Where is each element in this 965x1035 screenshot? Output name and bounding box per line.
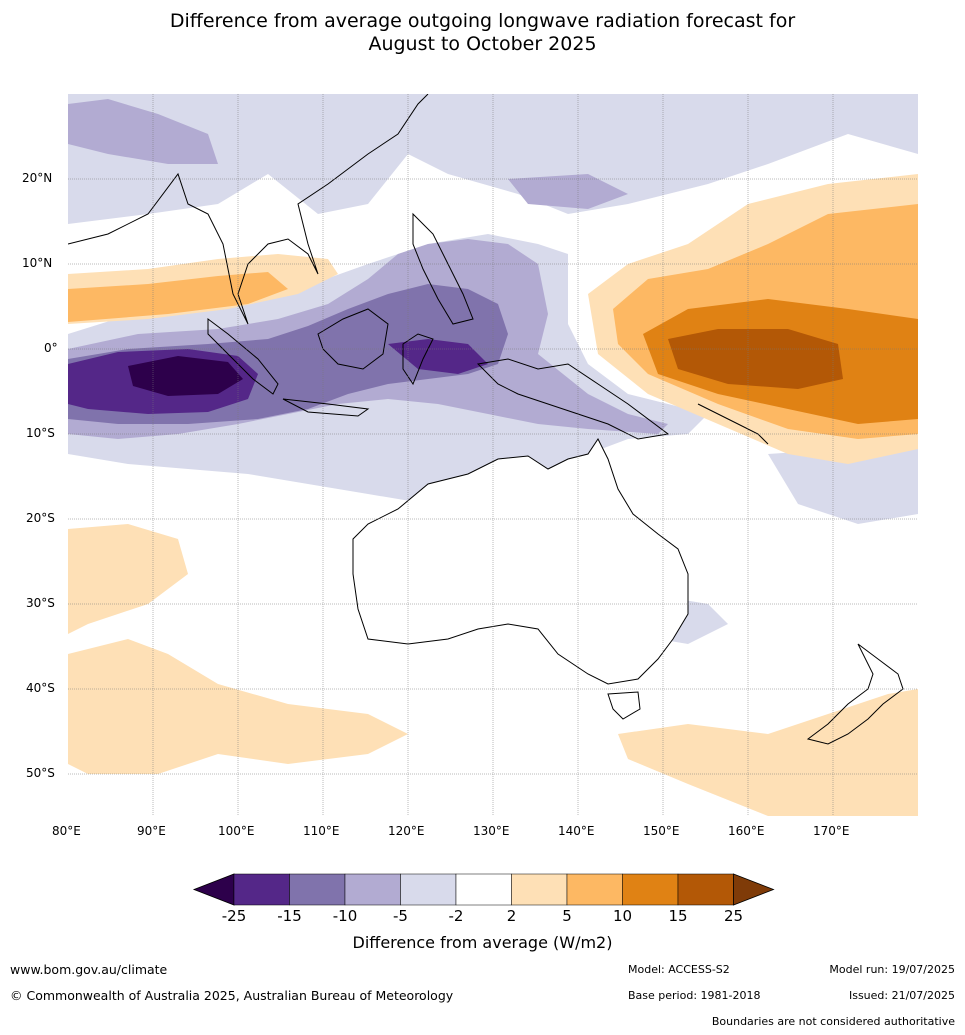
- colorbar-swatch: [400, 873, 457, 906]
- lon-label-90e: 90°E: [137, 824, 166, 838]
- lon-label-100e: 100°E: [218, 824, 255, 838]
- contour-medium-lilac-north: [68, 99, 218, 164]
- lat-label-20n: 20°N: [22, 171, 53, 185]
- colorbar-swatch: [233, 873, 290, 906]
- sulawesi-coastline: [402, 333, 434, 386]
- colorbar-tick-label: 10: [612, 907, 633, 925]
- colorbar-swatch: [566, 873, 623, 906]
- contour-medium-lilac-pacific: [508, 174, 628, 209]
- lon-label-80e: 80°E: [52, 824, 81, 838]
- colorbar: [192, 873, 775, 906]
- contour-deep-purple-indonesia: [388, 339, 488, 374]
- colorbar-tick-label: 15: [668, 907, 688, 925]
- colorbar-tick-label: -2: [448, 907, 464, 925]
- olr-anomaly-map: [68, 94, 918, 816]
- footer-model: Model: ACCESS-S2: [628, 963, 730, 976]
- lon-label-130e: 130°E: [473, 824, 510, 838]
- colorbar-swatch: [344, 873, 401, 906]
- chart-title: Difference from average outgoing longwav…: [0, 10, 965, 56]
- new-zealand-coastline: [806, 643, 904, 745]
- colorbar-swatches: [192, 873, 775, 906]
- lon-label-150e: 150°E: [643, 824, 680, 838]
- colorbar-tick-label: 5: [562, 907, 572, 925]
- colorbar-extend-high: [733, 873, 775, 906]
- asia-coastline: [68, 94, 429, 325]
- footer-copyright: © Commonwealth of Australia 2025, Austra…: [10, 988, 454, 1003]
- footer-model-run: Model run: 19/07/2025: [829, 963, 955, 976]
- lat-label-0: 0°: [44, 341, 58, 355]
- title-line-2: August to October 2025: [368, 33, 597, 55]
- colorbar-swatch: [622, 873, 679, 906]
- colorbar-swatch: [455, 873, 512, 906]
- colorbar-tick-label: 25: [723, 907, 744, 925]
- lat-label-10s: 10°S: [26, 426, 55, 440]
- contour-light-lilac-coral: [768, 444, 918, 524]
- colorbar-tick-label: 2: [506, 907, 517, 925]
- footer-website: www.bom.gov.au/climate: [10, 962, 168, 977]
- footer-issued: Issued: 21/07/2025: [848, 989, 955, 1002]
- colorbar-swatch: [289, 873, 346, 906]
- colorbar-tick-label: -15: [277, 907, 302, 925]
- colorbar-tick-label: -5: [393, 907, 408, 925]
- lat-label-40s: 40°S: [26, 681, 55, 695]
- contour-darkest-purple: [128, 356, 243, 396]
- tasmania-coastline: [607, 691, 641, 720]
- colorbar-tick-label: -25: [221, 907, 247, 925]
- footer-base-period: Base period: 1981-2018: [628, 989, 761, 1002]
- footer-disclaimer: Boundaries are not considered authoritat…: [711, 1015, 955, 1028]
- lon-label-110e: 110°E: [303, 824, 340, 838]
- lat-label-20s: 20°S: [26, 511, 55, 525]
- contour-light-orange-southwest: [68, 524, 188, 634]
- lat-label-30s: 30°S: [26, 596, 55, 610]
- lat-label-50s: 50°S: [26, 766, 55, 780]
- lon-label-160e: 160°E: [728, 824, 765, 838]
- lat-label-10n: 10°N: [22, 256, 53, 270]
- philippines-coastline: [412, 212, 474, 325]
- contour-brown-pacific: [668, 329, 843, 389]
- colorbar-label: Difference from average (W/m2): [352, 933, 613, 952]
- lon-label-140e: 140°E: [558, 824, 595, 838]
- contour-light-orange-southeast: [618, 689, 918, 816]
- lon-label-170e: 170°E: [813, 824, 850, 838]
- title-line-1: Difference from average outgoing longwav…: [169, 10, 796, 32]
- map-gridlines: [68, 94, 918, 816]
- new-guinea-coastline: [476, 358, 670, 440]
- colorbar-swatch: [511, 873, 568, 906]
- java-coastline: [282, 398, 370, 417]
- colorbar-tick-label: -10: [332, 907, 358, 925]
- lon-label-120e: 120°E: [388, 824, 425, 838]
- australia-coastline: [352, 438, 689, 685]
- colorbar-swatch: [677, 873, 734, 906]
- colorbar-extend-low: [192, 873, 235, 906]
- contour-orange-indian: [68, 272, 288, 322]
- solomon-islands-coastline: [697, 403, 769, 445]
- borneo-coastline: [317, 308, 389, 370]
